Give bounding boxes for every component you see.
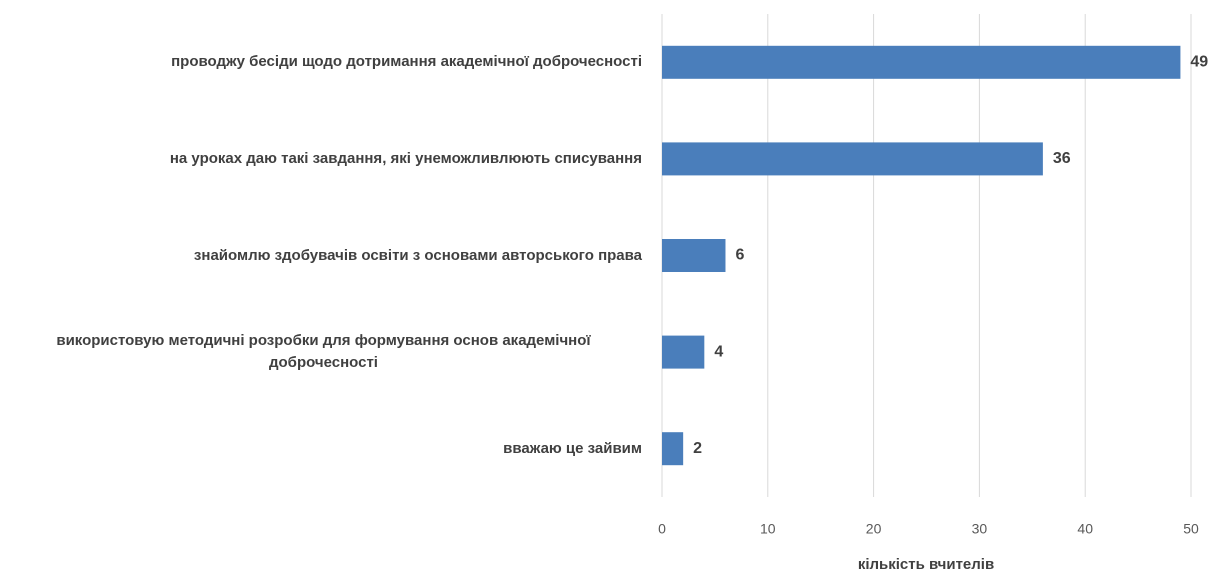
data-label: 2 bbox=[693, 440, 702, 457]
data-label: 4 bbox=[714, 343, 723, 360]
bar bbox=[662, 45, 1181, 79]
x-tick-label: 30 bbox=[972, 521, 988, 537]
data-label: 36 bbox=[1053, 150, 1071, 167]
category-text: проводжу бесіди щодо дотримання академіч… bbox=[171, 53, 642, 71]
bar bbox=[662, 335, 705, 369]
x-tick-label: 10 bbox=[760, 521, 776, 537]
x-tick-label: 0 bbox=[658, 521, 666, 537]
x-tick-label: 40 bbox=[1077, 521, 1093, 537]
bar bbox=[662, 239, 726, 272]
category-label: проводжу бесіди щодо дотримання академіч… bbox=[5, 51, 642, 73]
x-axis-label: кількість вчителів bbox=[858, 556, 994, 573]
category-text: на уроках даю такі завдання, які унеможл… bbox=[169, 149, 642, 167]
category-label: на уроках даю такі завдання, які унеможл… bbox=[5, 148, 642, 170]
category-text: знайомлю здобувачів освіти з основами ав… bbox=[193, 246, 642, 264]
category-text: вважаю це зайвим bbox=[503, 439, 642, 457]
category-label: використовую методичні розробки для форм… bbox=[5, 330, 642, 374]
x-tick-label: 20 bbox=[866, 521, 882, 537]
category-label: вважаю це зайвим bbox=[5, 438, 642, 460]
category-label: знайомлю здобувачів освіти з основами ав… bbox=[5, 245, 642, 267]
data-label: 49 bbox=[1190, 54, 1208, 71]
data-label: 6 bbox=[735, 247, 744, 264]
bar bbox=[662, 142, 1043, 176]
x-tick-label: 50 bbox=[1183, 521, 1199, 537]
category-text: використовую методичні розробки для форм… bbox=[56, 332, 591, 372]
bar bbox=[662, 432, 684, 466]
